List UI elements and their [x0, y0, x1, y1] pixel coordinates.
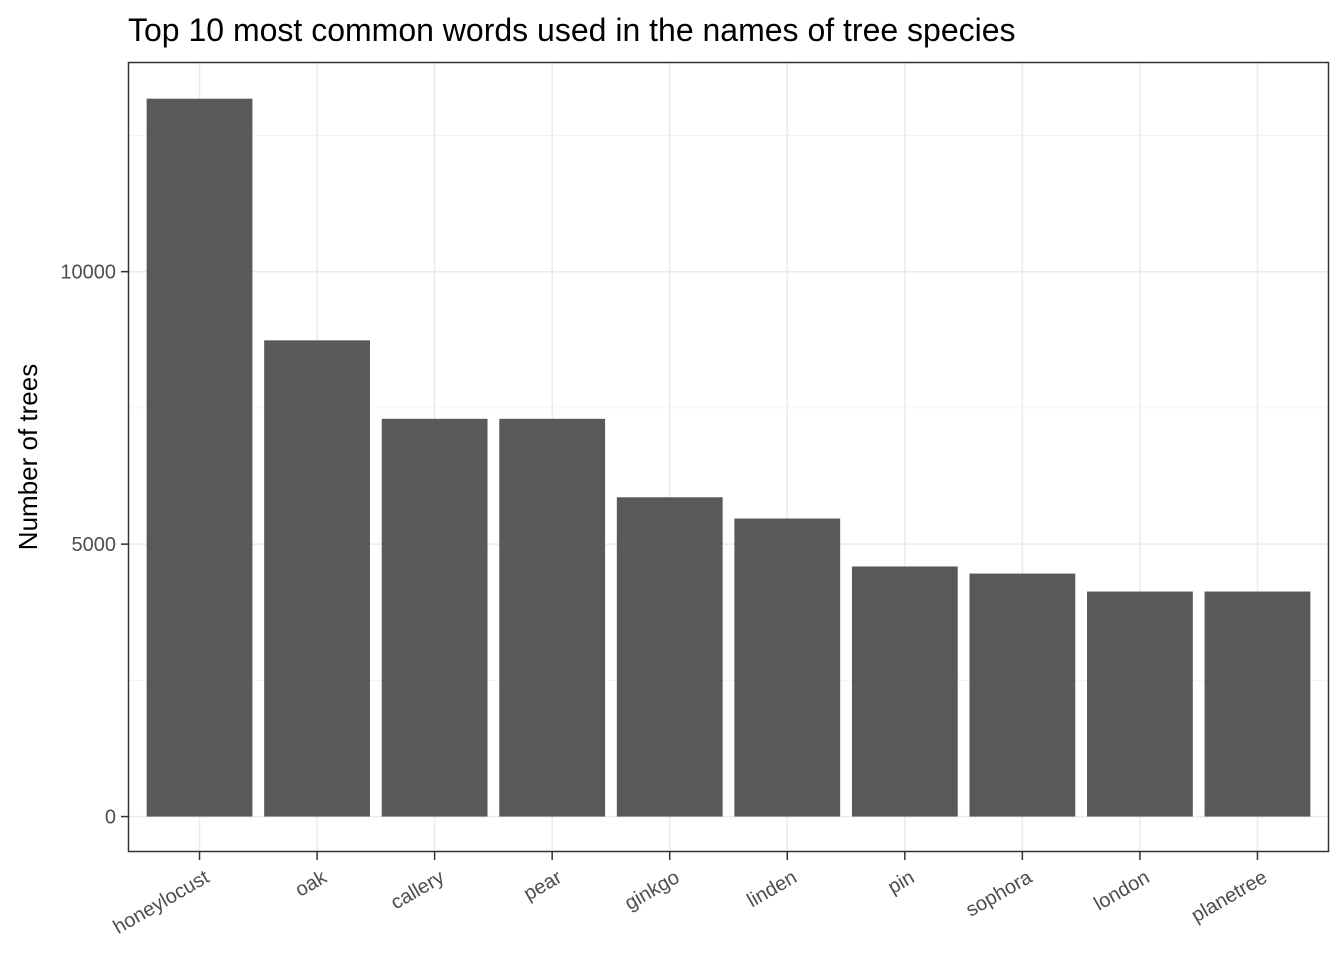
x-tick-label-honeylocust: honeylocust	[110, 866, 214, 939]
x-tick-label-pin: pin	[884, 866, 918, 898]
y-tick-label: 10000	[60, 262, 116, 284]
x-tick-label-london: london	[1090, 866, 1153, 915]
bar-pin	[851, 566, 958, 817]
y-tick-label: 0	[105, 807, 116, 829]
bar-pear	[499, 418, 606, 817]
chart-title: Top 10 most common words used in the nam…	[128, 12, 1016, 48]
bar-ginkgo	[616, 497, 723, 817]
bar-sophora	[969, 573, 1076, 817]
bar-oak	[264, 340, 370, 817]
x-tick-label-oak: oak	[292, 866, 332, 902]
panel-border	[127, 61, 1330, 853]
x-tick-label-pear: pear	[520, 866, 566, 905]
bar-london	[1087, 591, 1193, 817]
x-tick-label-ginkgo: ginkgo	[621, 866, 683, 915]
bar-linden	[734, 518, 841, 817]
bars-layer	[146, 98, 1311, 817]
y-axis-title: Number of trees	[13, 364, 43, 550]
bar-callery	[381, 418, 488, 817]
x-tick-label-callery: callery	[387, 866, 448, 914]
bar-planetree	[1204, 591, 1311, 817]
x-tick-label-planetree: planetree	[1188, 866, 1271, 927]
y-tick-label: 5000	[72, 534, 117, 556]
x-tick-label-linden: linden	[744, 866, 801, 912]
bar-honeylocust	[146, 98, 253, 817]
x-tick-label-sophora: sophora	[962, 866, 1036, 922]
